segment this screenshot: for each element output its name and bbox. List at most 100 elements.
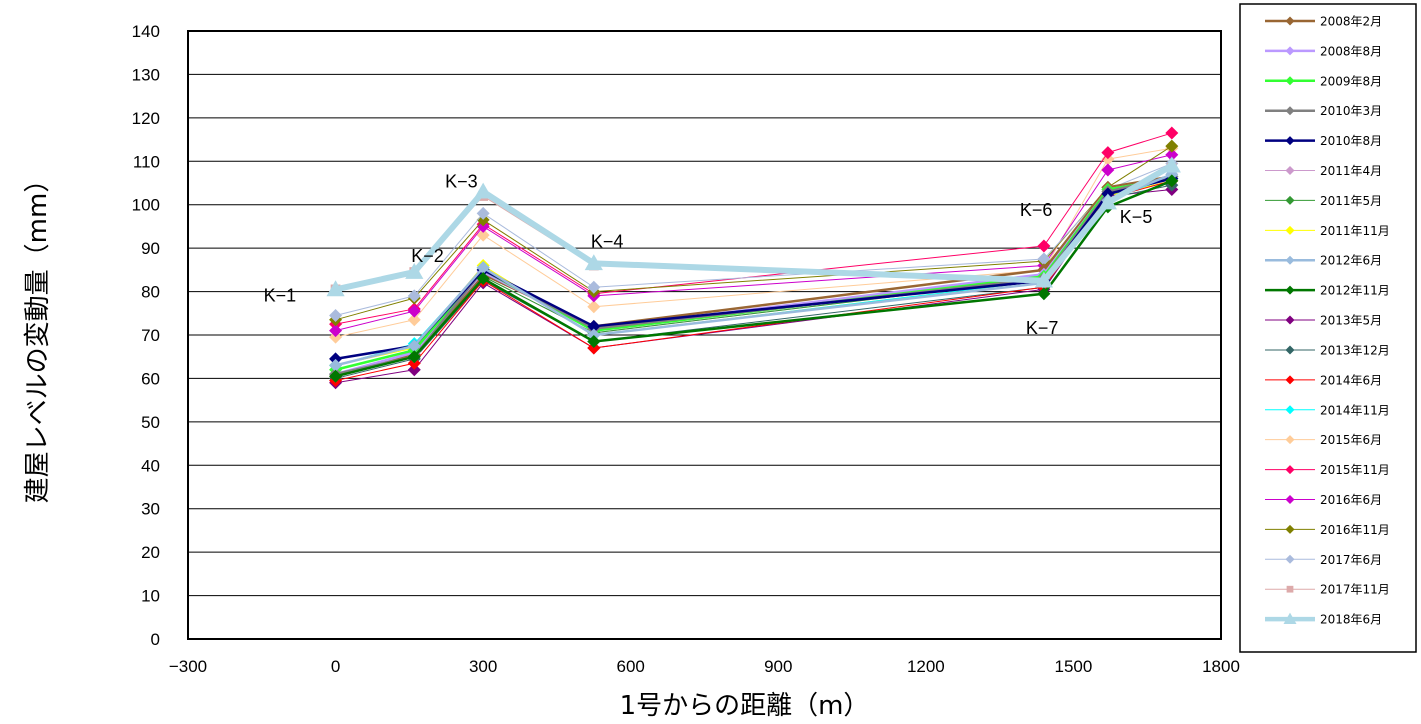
station-label: K−3 — [445, 172, 478, 192]
legend-item-2014-6: 2014年6月 — [1265, 373, 1382, 387]
legend-item-2017-11: 2017年11月 — [1265, 583, 1390, 597]
legend-item-2008-8: 2008年8月 — [1265, 44, 1382, 58]
legend: 2008年2月 2008年8月 2009年8月 2010年3月 2010年8月 2011年… — [1239, 3, 1417, 653]
legend-marker — [1285, 375, 1295, 385]
legend-marker — [1285, 106, 1295, 116]
legend-marker — [1285, 465, 1295, 475]
legend-label: 2014年6月 — [1320, 373, 1382, 387]
legend-frame — [1239, 3, 1417, 653]
y-tick-label: 140 — [132, 22, 160, 41]
legend-item-2014-11: 2014年11月 — [1265, 403, 1390, 417]
data-point — [407, 363, 421, 377]
legend-label: 2008年8月 — [1320, 44, 1382, 58]
data-point — [476, 272, 490, 286]
legend-item-2012-11: 2012年11月 — [1265, 284, 1390, 298]
data-point — [474, 182, 493, 199]
data-point — [476, 228, 490, 242]
data-point — [329, 369, 343, 383]
legend-label: 2015年6月 — [1320, 433, 1382, 447]
legend-item-2015-6: 2015年6月 — [1265, 433, 1382, 447]
legend-item-2008-2: 2008年2月 — [1265, 15, 1382, 29]
y-tick-label: 100 — [132, 196, 160, 215]
x-tick-label: 900 — [764, 657, 792, 676]
data-point — [407, 289, 421, 303]
legend-label: 2010年3月 — [1320, 104, 1382, 118]
data-point — [587, 341, 601, 355]
data-point — [1101, 152, 1115, 166]
legend-item-2011-5: 2011年5月 — [1265, 194, 1382, 208]
data-point — [1098, 193, 1117, 210]
y-tick-label: 40 — [141, 456, 160, 475]
legend-label: 2009年8月 — [1320, 74, 1382, 88]
legend-marker — [1283, 612, 1297, 624]
data-point — [407, 339, 421, 353]
data-point — [1037, 239, 1051, 253]
station-label: K−1 — [264, 286, 297, 306]
data-point — [407, 350, 421, 364]
data-point — [1165, 139, 1179, 153]
series-2018-6 — [326, 156, 1181, 297]
legend-marker — [1285, 195, 1295, 205]
legend-marker — [1285, 435, 1295, 445]
legend-item-2016-6: 2016年6月 — [1265, 493, 1382, 507]
y-tick-label: 0 — [151, 630, 160, 649]
data-point — [476, 261, 490, 275]
station-label: K−6 — [1020, 200, 1053, 220]
y-tick-label: 90 — [141, 239, 160, 258]
legend-item-2010-8: 2010年8月 — [1265, 134, 1382, 148]
legend-marker — [1285, 136, 1295, 146]
data-point — [587, 335, 601, 349]
x-tick-label: 600 — [617, 657, 645, 676]
legend-label: 2013年12月 — [1320, 343, 1390, 357]
data-point — [405, 262, 424, 279]
plot-area — [187, 30, 1222, 640]
legend-item-2018-6: 2018年6月 — [1265, 612, 1382, 627]
annotations: K−1 K−2 K−3 K−4 K−6 K−5 K−7 — [264, 172, 1153, 338]
legend-item-2013-12: 2013年12月 — [1265, 343, 1390, 357]
legend-marker — [1285, 46, 1295, 56]
legend-marker — [1285, 16, 1295, 26]
data-point — [1101, 146, 1115, 160]
legend-item-2012-6: 2012年6月 — [1265, 254, 1382, 268]
data-point — [584, 254, 603, 271]
y-tick-label: 30 — [141, 500, 160, 519]
legend-label: 2010年8月 — [1320, 134, 1382, 148]
legend-label: 2012年11月 — [1320, 284, 1390, 298]
legend-item-2013-5: 2013年5月 — [1265, 314, 1382, 328]
x-tick-label: 1200 — [907, 657, 945, 676]
x-tick-label: 300 — [469, 657, 497, 676]
series-2016-6 — [329, 148, 1179, 338]
data-point — [476, 206, 490, 220]
y-tick-label: 20 — [141, 543, 160, 562]
data-point — [329, 352, 343, 366]
legend-item-2011-11: 2011年11月 — [1265, 224, 1390, 238]
data-point — [587, 319, 601, 333]
series-layer — [326, 126, 1181, 390]
legend-label: 2014年11月 — [1320, 403, 1390, 417]
data-point — [329, 358, 343, 372]
y-tick-label: 80 — [141, 283, 160, 302]
x-tick-label: 1500 — [1055, 657, 1093, 676]
grid — [188, 73, 1221, 597]
legend-item-2015-11: 2015年11月 — [1265, 463, 1390, 477]
data-point — [587, 280, 601, 294]
legend-label: 2012年6月 — [1320, 254, 1382, 268]
data-point — [1165, 126, 1179, 140]
y-tick-label: 110 — [133, 152, 160, 171]
legend-marker — [1285, 405, 1295, 415]
legend-item-2016-11: 2016年11月 — [1265, 523, 1390, 537]
y-tick-label: 120 — [132, 109, 160, 128]
legend-label: 2015年11月 — [1320, 463, 1390, 477]
x-axis-ticks: −300 0 300 600 900 1200 1500 1800 — [169, 657, 1240, 676]
legend-item-2011-4: 2011年4月 — [1265, 164, 1382, 178]
y-tick-label: 60 — [141, 369, 160, 388]
data-point — [407, 304, 421, 318]
y-tick-label: 50 — [141, 413, 160, 432]
legend-label: 2018年6月 — [1320, 613, 1382, 627]
legend-label: 2011年5月 — [1320, 194, 1382, 208]
legend-marker — [1285, 345, 1295, 355]
data-point — [1037, 252, 1051, 266]
data-point — [329, 324, 343, 338]
legend-label: 2011年11月 — [1320, 224, 1390, 238]
